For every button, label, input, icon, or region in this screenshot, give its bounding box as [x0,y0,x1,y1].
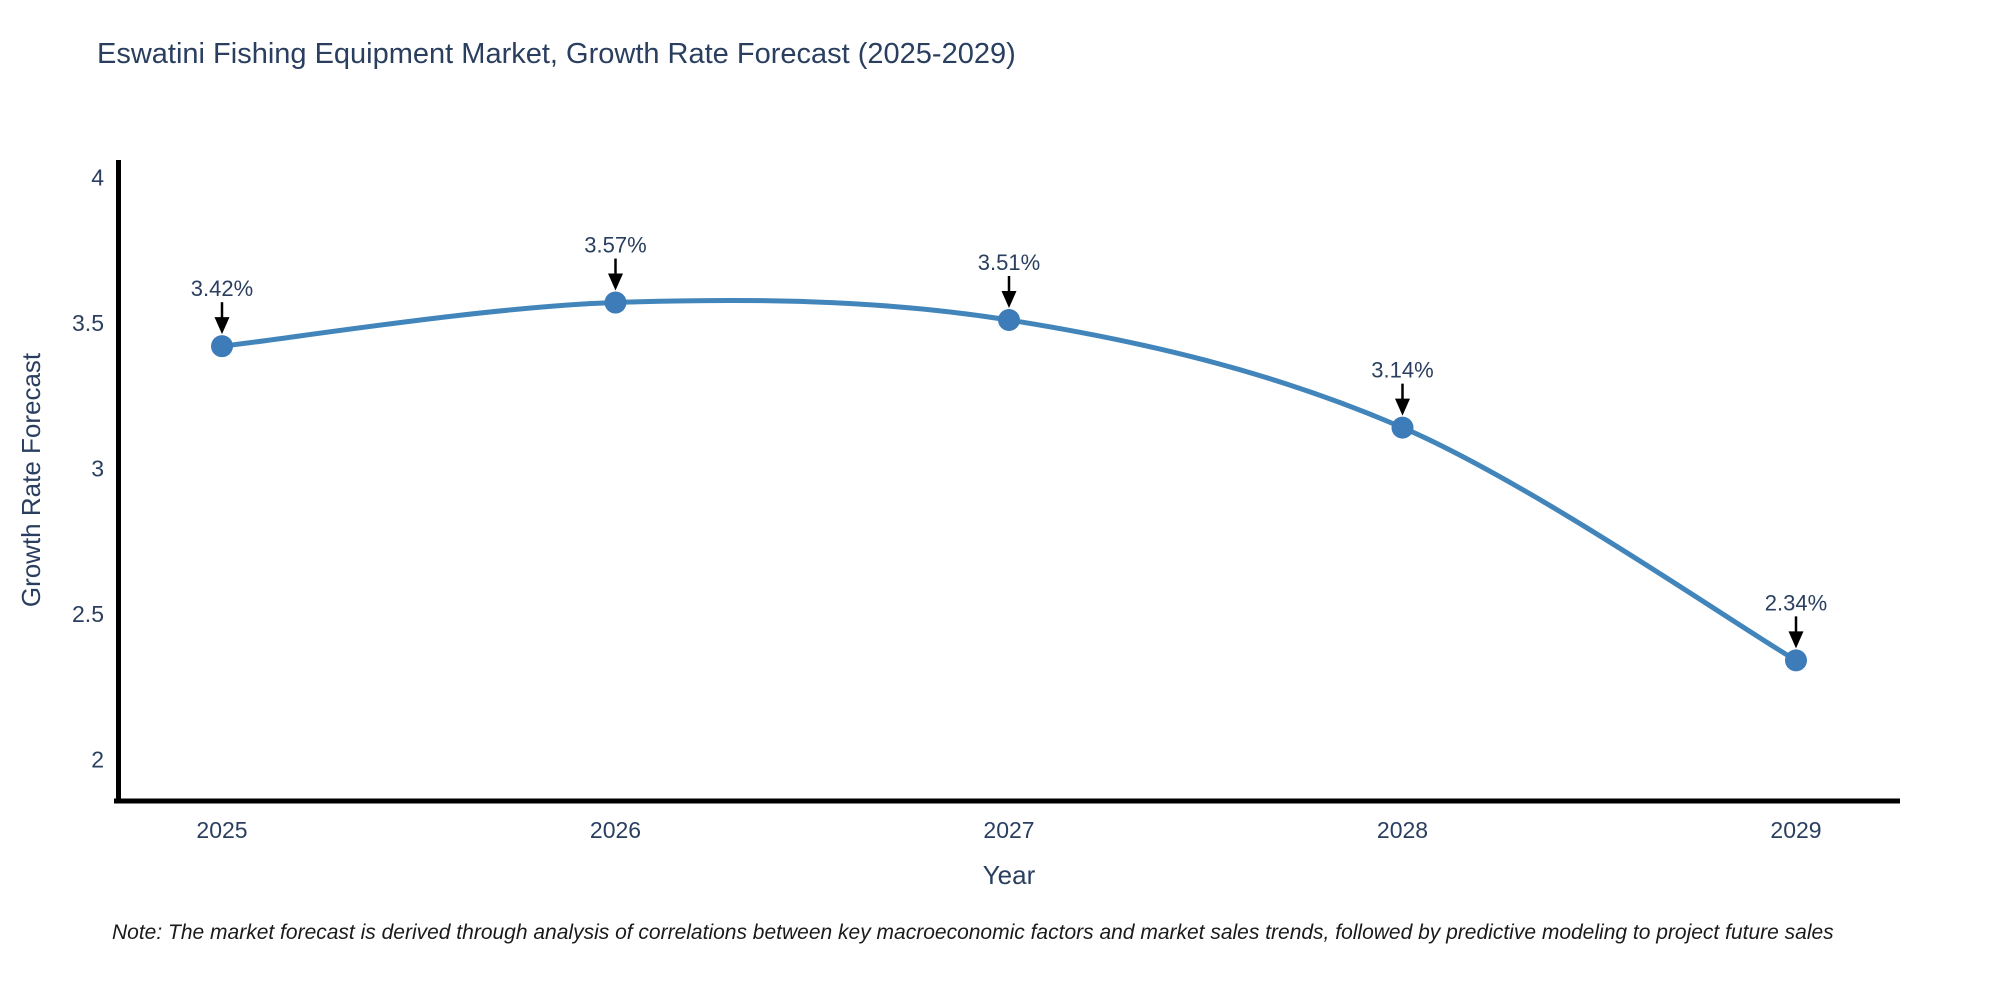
series-line [221,297,1798,663]
data-point [1785,649,1807,672]
x-tick-label: 2026 [590,817,641,843]
footnote: Note: The market forecast is derived thr… [112,921,1834,944]
annotation-arrowhead [1395,398,1410,416]
annotation-arrowhead [608,273,623,291]
x-tick-label: 2025 [196,817,247,843]
point-annotations: 3.42% 3.57% 3.51% 3.14% 2.34% [191,233,1827,649]
series-growth-rate [211,291,1807,672]
data-point [211,335,233,358]
y-tick-label: 3.5 [72,310,104,336]
x-axis-tick-labels: 2025 2026 2027 2028 2029 [196,817,1821,843]
chart-title: Eswatini Fishing Equipment Market, Growt… [97,38,1016,70]
point-label: 3.57% [584,233,646,258]
y-tick-label: 3 [91,455,104,481]
point-label: 3.42% [191,276,253,301]
x-tick-label: 2027 [983,817,1034,843]
annotation-arrowhead [1001,291,1017,308]
annotation-arrowhead [214,317,230,335]
y-axis-title: Growth Rate Forecast [16,352,46,607]
data-point [998,309,1020,331]
y-axis-tick-labels: 2 2.5 3 3.5 4 [72,164,104,772]
y-tick-label: 4 [91,164,104,190]
point-label: 2.34% [1765,590,1827,615]
y-tick-label: 2.5 [72,601,104,627]
annotation-arrowhead [1788,631,1804,649]
x-tick-label: 2028 [1377,817,1428,843]
data-point [604,291,627,314]
point-label: 3.51% [978,250,1040,275]
point-label: 3.14% [1371,358,1433,383]
y-tick-label: 2 [91,746,104,772]
x-axis-title: Year [983,860,1036,890]
data-point [1391,416,1414,439]
x-tick-label: 2029 [1770,817,1821,843]
